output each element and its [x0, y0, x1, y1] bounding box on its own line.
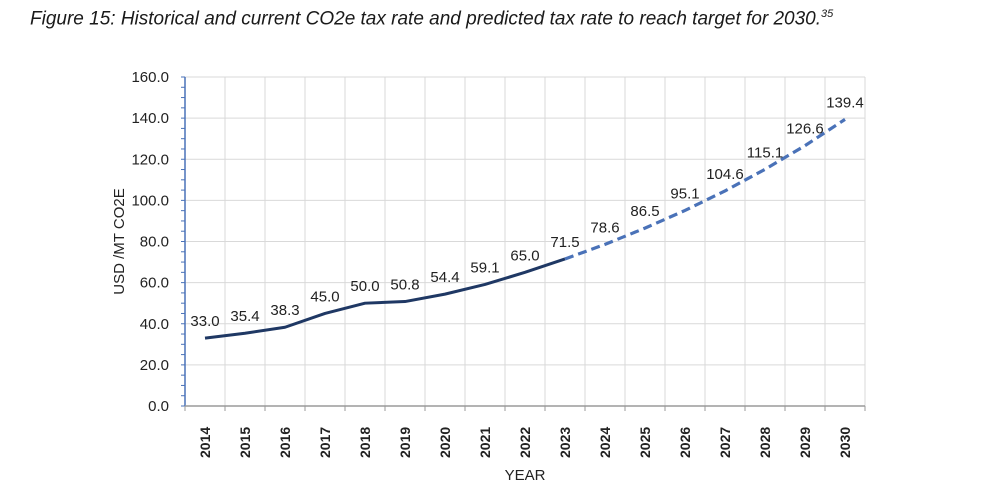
y-tick-label: 60.0: [140, 275, 169, 292]
data-label: 65.0: [510, 247, 539, 264]
x-tick-label: 2020: [437, 427, 453, 458]
figure-caption: Figure 15: Historical and current CO2e t…: [30, 8, 833, 30]
data-label: 78.6: [590, 219, 619, 236]
caption-footnote: 35: [821, 8, 834, 20]
x-tick-label: 2025: [637, 427, 653, 458]
x-tick-label: 2024: [597, 427, 613, 458]
x-tick-label: 2027: [717, 427, 733, 458]
y-tick-label: 40.0: [140, 316, 169, 333]
x-tick-label: 2016: [277, 427, 293, 458]
data-label: 50.0: [350, 278, 379, 295]
x-tick-label: 2026: [677, 427, 693, 458]
data-label: 59.1: [470, 259, 499, 276]
data-label: 54.4: [430, 269, 459, 286]
y-tick-label: 20.0: [140, 357, 169, 374]
x-tick-label: 2021: [477, 427, 493, 458]
data-label: 95.1: [670, 185, 699, 202]
caption-text: Figure 15: Historical and current CO2e t…: [30, 8, 822, 30]
x-tick-label: 2019: [397, 427, 413, 458]
y-tick-label: 160.0: [131, 69, 169, 86]
predicted-series-line: [564, 118, 846, 261]
x-tick-label: 2015: [237, 427, 253, 458]
x-tick-label: 2022: [517, 427, 533, 458]
x-tick-label: 2018: [357, 427, 373, 458]
data-label: 45.0: [310, 288, 339, 305]
data-label: 139.4: [826, 94, 864, 111]
x-tick-label: 2030: [837, 427, 853, 458]
data-label: 126.6: [786, 121, 824, 138]
data-label: 38.3: [270, 302, 299, 319]
x-tick-label: 2023: [557, 427, 573, 458]
y-tick-label: 120.0: [131, 151, 169, 168]
data-label: 35.4: [230, 308, 259, 325]
data-label: 86.5: [630, 203, 659, 220]
data-label: 71.5: [550, 234, 579, 251]
data-label: 104.6: [706, 166, 744, 183]
y-axis-title: USD /MT CO2E: [111, 188, 128, 294]
data-label: 50.8: [390, 277, 419, 294]
data-label: 115.1: [747, 144, 783, 161]
x-tick-label: 2029: [797, 427, 813, 458]
y-tick-label: 100.0: [131, 192, 169, 209]
y-tick-label: 80.0: [140, 234, 169, 251]
y-tick-label: 140.0: [131, 110, 169, 127]
y-tick-label: 0.0: [148, 398, 169, 415]
x-axis-title: YEAR: [505, 467, 546, 484]
historical-series-line: [204, 257, 566, 340]
x-tick-label: 2014: [197, 427, 213, 458]
x-tick-label: 2017: [317, 427, 333, 458]
data-label: 33.0: [190, 313, 219, 330]
x-tick-label: 2028: [757, 427, 773, 458]
